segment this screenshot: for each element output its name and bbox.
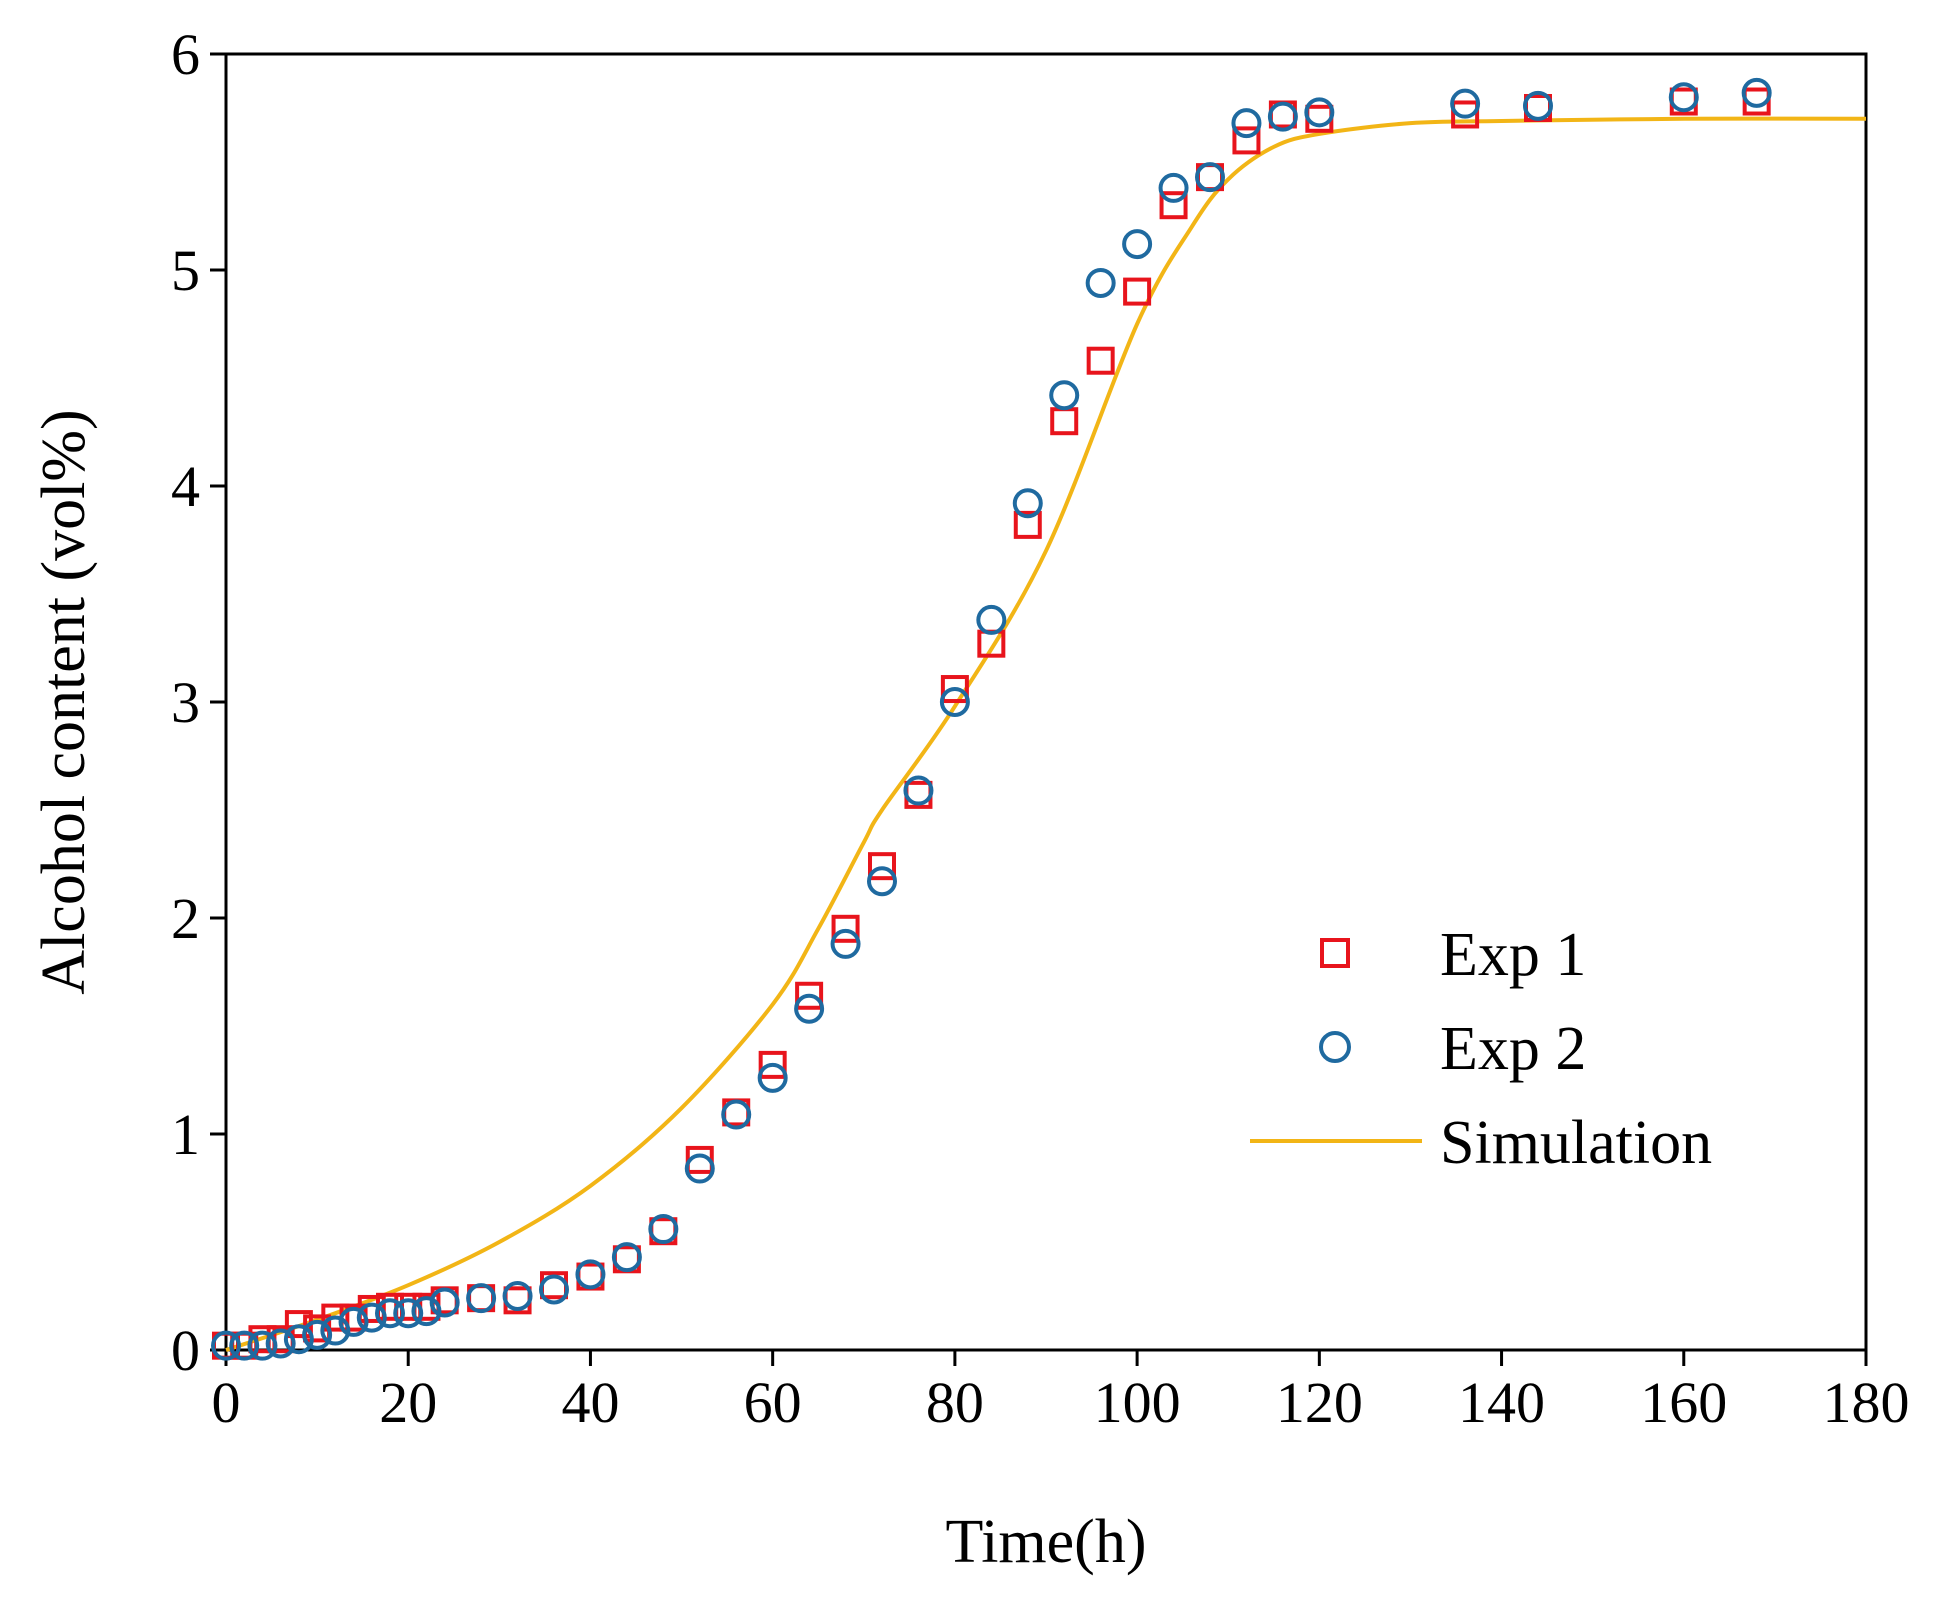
- y-tick-label: 2: [171, 886, 200, 951]
- exp2-point: [1012, 488, 1043, 519]
- x-tick-label: 80: [926, 1370, 984, 1435]
- legend-exp1-marker: [1320, 938, 1350, 968]
- exp2-point: [1741, 77, 1772, 108]
- exp2-point: [830, 928, 861, 959]
- exp1-point: [831, 914, 860, 943]
- exp1-point: [1232, 126, 1261, 155]
- exp1-point: [321, 1303, 350, 1332]
- x-tick-label: 140: [1458, 1370, 1545, 1435]
- exp2-point: [539, 1274, 569, 1305]
- legend-exp2-marker: [1319, 1031, 1351, 1063]
- exp2-point: [867, 866, 897, 897]
- exp2-point: [320, 1315, 351, 1346]
- x-tick-label: 160: [1640, 1370, 1727, 1435]
- exp2-point: [229, 1330, 260, 1361]
- exp1-point: [795, 981, 824, 1010]
- exp2-point: [575, 1259, 606, 1290]
- exp2-point: [247, 1330, 278, 1361]
- exp2-point: [356, 1302, 387, 1333]
- simulation-line: [225, 116, 1867, 1352]
- exp2-point: [411, 1296, 442, 1327]
- exp2-point: [794, 993, 825, 1024]
- exp2-point: [1049, 380, 1080, 411]
- exp2-point: [502, 1281, 533, 1311]
- exp2-point: [1195, 162, 1225, 193]
- exp2-point: [939, 687, 970, 717]
- legend-label: Exp 1: [1440, 921, 1586, 989]
- y-tick-label: 4: [171, 454, 200, 519]
- exp2-point: [757, 1062, 788, 1093]
- exp2-point: [375, 1298, 405, 1329]
- exp1-point: [1123, 277, 1152, 306]
- exp2-point: [393, 1298, 424, 1329]
- exp2-point: [721, 1099, 752, 1130]
- y-axis-title: Alcohol content (vol%): [30, 409, 98, 994]
- exp2-point: [466, 1283, 497, 1314]
- exp2-point: [1231, 108, 1262, 139]
- exp2-point: [1523, 90, 1553, 121]
- exp2-point: [211, 1330, 241, 1361]
- exp2-point: [611, 1242, 642, 1273]
- y-tick-label: 0: [171, 1318, 200, 1383]
- exp2-point: [1267, 101, 1298, 132]
- exp2-point: [1668, 82, 1699, 113]
- exp1-point: [1086, 346, 1115, 375]
- x-axis-ticks: 0 20 40 60 80 100 120 140 160 180: [212, 1350, 1910, 1435]
- x-axis-title: Time(h): [946, 1508, 1147, 1576]
- exp2-point: [338, 1306, 369, 1337]
- exp1-point: [868, 852, 896, 881]
- exp2-point: [1304, 97, 1335, 128]
- y-axis-ticks: 0 1 2 3 4 5 6: [171, 22, 226, 1383]
- exp2-point: [283, 1324, 314, 1355]
- exp1-point: [940, 675, 969, 704]
- exp1-point: [758, 1050, 787, 1079]
- exp2-point: [1158, 172, 1189, 203]
- legend: Exp 1 Exp 2 Simulation: [1250, 921, 1712, 1177]
- y-tick-label: 6: [171, 22, 200, 87]
- x-tick-label: 100: [1094, 1370, 1181, 1435]
- exp2-point: [1085, 267, 1116, 298]
- exp2-point: [903, 775, 934, 806]
- x-tick-label: 20: [379, 1370, 437, 1435]
- exp2-point: [684, 1153, 715, 1184]
- exp2-point: [265, 1328, 296, 1359]
- series-layer: [211, 77, 1867, 1361]
- y-tick-label: 1: [171, 1102, 200, 1167]
- exp1-point: [1451, 100, 1480, 129]
- legend-label: Simulation: [1440, 1109, 1712, 1177]
- exp1-point: [1050, 407, 1079, 436]
- exp2-point: [429, 1287, 460, 1318]
- exp1-point: [1013, 510, 1042, 539]
- y-tick-label: 5: [171, 238, 200, 303]
- exp2-point: [1450, 88, 1481, 119]
- x-tick-label: 120: [1276, 1370, 1363, 1435]
- y-tick-label: 3: [171, 670, 200, 735]
- x-tick-label: 0: [212, 1370, 241, 1435]
- x-tick-label: 180: [1823, 1370, 1910, 1435]
- exp2-point: [302, 1319, 333, 1350]
- exp1-point: [1159, 191, 1188, 220]
- legend-label: Exp 2: [1440, 1015, 1586, 1083]
- x-tick-label: 60: [744, 1370, 802, 1435]
- exp2-point: [648, 1214, 679, 1245]
- x-tick-label: 40: [561, 1370, 619, 1435]
- exp2-point: [1122, 229, 1153, 260]
- exp2-point: [976, 604, 1007, 635]
